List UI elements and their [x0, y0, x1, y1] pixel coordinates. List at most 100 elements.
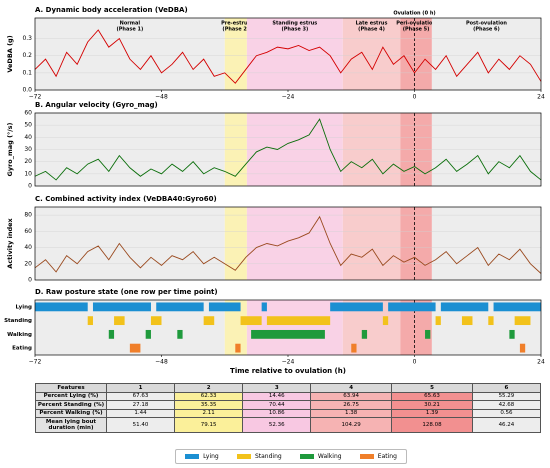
- table-header-row: Features 1 2 3 4 5 6: [35, 383, 542, 393]
- table-row: Mean lying bout duration (min) 51.40 79.15…: [35, 417, 542, 433]
- posture-interval: [150, 316, 162, 326]
- header-cell: 2: [174, 383, 244, 393]
- table-cell: 27.18: [105, 400, 176, 410]
- panel-title: B. Angular velocity (Gyro_mag): [35, 101, 158, 109]
- x-tick-label: 0: [413, 94, 417, 101]
- table-cell: 1.44: [105, 408, 176, 418]
- table-cell: 52.36: [242, 417, 312, 433]
- phase-number: (Phase 6): [473, 27, 500, 33]
- phase-number: (Phase 5): [403, 27, 430, 33]
- plot-frame: [34, 299, 542, 356]
- y-axis-label: VeDBA (g): [6, 35, 14, 72]
- phase-shading: [431, 18, 541, 90]
- posture-interval: [208, 302, 241, 312]
- phase-shading: [246, 300, 343, 355]
- row-label: Percent Walking (%): [35, 408, 107, 418]
- row-label: Lying: [16, 304, 33, 310]
- posture-interval: [266, 316, 331, 326]
- posture-interval: [361, 329, 368, 339]
- posture-interval: [108, 329, 115, 339]
- y-tick-label: 80: [24, 212, 32, 219]
- posture-interval: [461, 316, 473, 326]
- posture-interval: [35, 302, 88, 312]
- y-axis-label: Gyro_mag (°/s): [6, 122, 14, 176]
- x-axis-label: Time relative to ovulation (h): [230, 367, 346, 375]
- phase-name: Peri-ovulation: [396, 21, 436, 27]
- table-cell: 67.63: [105, 391, 176, 401]
- y-tick-label: 20: [24, 158, 32, 165]
- legend-label: Lying: [203, 453, 219, 460]
- y-tick-label: 0: [28, 183, 32, 190]
- phase-shading: [342, 207, 401, 280]
- x-tick-label: 0: [413, 359, 417, 366]
- table-cell: 1.39: [391, 408, 473, 418]
- y-tick-label: 40: [24, 244, 32, 251]
- posture-interval: [382, 316, 389, 326]
- posture-interval: [351, 343, 357, 353]
- y-axis-label: Activity index: [6, 217, 14, 268]
- x-tick-label: −24: [282, 94, 295, 101]
- posture-interval: [509, 329, 515, 339]
- posture-interval: [251, 329, 325, 339]
- phase-shading: [400, 207, 432, 280]
- y-tick-label: 0.2: [22, 52, 32, 59]
- posture-interval: [425, 329, 431, 339]
- phase-number: (Phase 3): [281, 27, 308, 33]
- posture-interval: [87, 316, 93, 326]
- table-cell: 2.11: [174, 408, 244, 418]
- table-cell: 63.94: [310, 391, 393, 401]
- posture-interval: [488, 316, 494, 326]
- table-cell: 30.21: [391, 400, 473, 410]
- row-label: Walking: [7, 332, 32, 338]
- table-cell: 35.35: [174, 400, 244, 410]
- posture-interval: [388, 302, 436, 312]
- panel-title: A. Dynamic body acceleration (VeDBA): [35, 6, 188, 14]
- row-label: Percent Lying (%): [35, 391, 107, 401]
- legend-label: Walking: [317, 453, 342, 460]
- feature-table: Features 1 2 3 4 5 6 Percent Lying (%) 67.63 62.3…: [35, 383, 542, 433]
- posture-interval: [177, 329, 183, 339]
- row-label: Eating: [12, 346, 32, 352]
- legend-item: Lying: [185, 453, 219, 460]
- header-cell: 1: [105, 383, 176, 393]
- phase-shading: [224, 18, 247, 90]
- chart: A. Dynamic body acceleration (VeDBA) Norm…: [4, 6, 545, 375]
- table-cell: 14.46: [242, 391, 312, 401]
- posture-interval: [145, 329, 151, 339]
- table-cell: 10.86: [242, 408, 312, 418]
- phase-number: (Phase 2): [222, 27, 249, 33]
- legend-item: Standing: [236, 453, 282, 460]
- posture-interval: [435, 316, 441, 326]
- header-cell: 5: [391, 383, 473, 393]
- posture-interval: [440, 302, 489, 312]
- posture-interval: [129, 343, 141, 353]
- phase-number: (Phase 1): [116, 27, 143, 33]
- posture-interval: [261, 302, 267, 312]
- legend-swatch: [359, 454, 374, 459]
- x-tick-label: −72: [29, 359, 42, 366]
- header-cell: 4: [310, 383, 393, 393]
- y-tick-label: 0.1: [22, 69, 32, 76]
- table-cell: 51.40: [105, 417, 176, 433]
- row-label: Standing: [4, 318, 32, 324]
- y-tick-label: 60: [24, 228, 32, 235]
- x-tick-label: −48: [155, 94, 168, 101]
- x-tick-label: 24: [537, 94, 545, 101]
- data-line: [34, 29, 542, 84]
- posture-interval: [240, 316, 262, 326]
- row-label: Mean lying bout duration (min): [35, 417, 107, 433]
- table-row: Percent Lying (%) 67.63 62.33 14.46 63.94 65.…: [35, 391, 542, 401]
- legend-item: Eating: [359, 453, 397, 460]
- plot-frame: [34, 112, 542, 187]
- posture-interval: [493, 302, 541, 312]
- posture-interval: [235, 343, 241, 353]
- table-cell: 46.24: [471, 417, 542, 433]
- legend-swatch: [236, 454, 251, 459]
- x-tick-label: −48: [155, 359, 168, 366]
- table-cell: 42.68: [471, 400, 542, 410]
- x-tick-label: −72: [29, 94, 42, 101]
- y-tick-label: 30: [24, 146, 32, 153]
- posture-interval: [203, 316, 215, 326]
- data-line: [34, 215, 542, 274]
